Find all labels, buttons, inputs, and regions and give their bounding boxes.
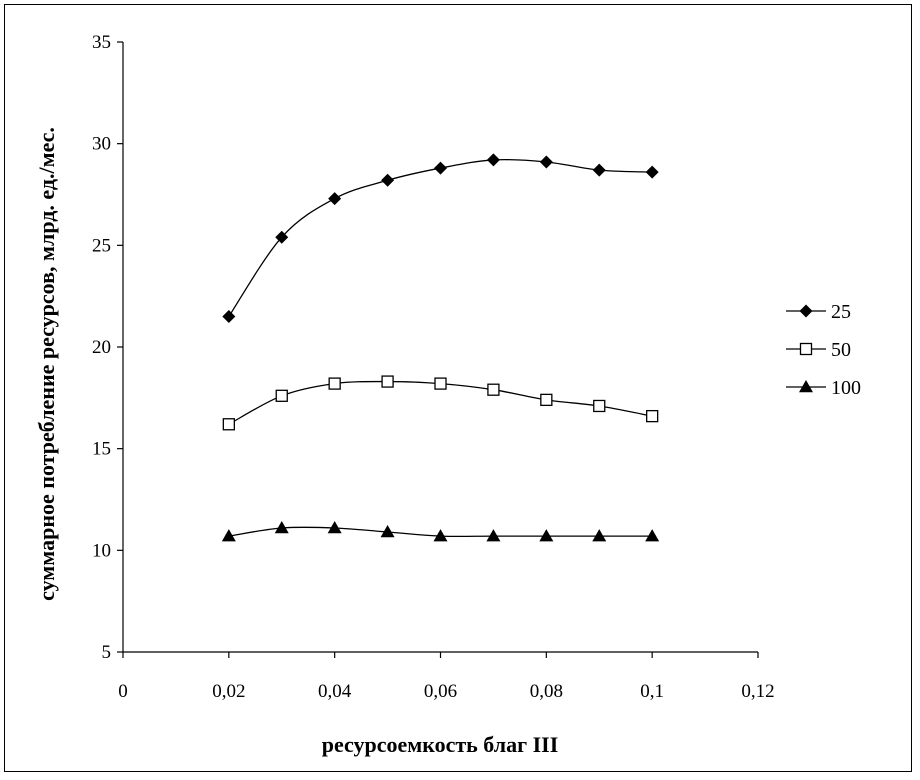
legend-label: 100 xyxy=(831,377,861,399)
data-point-50 xyxy=(646,409,659,423)
data-point-50 xyxy=(487,383,500,396)
data-point-50 xyxy=(328,377,341,390)
legend-marker xyxy=(799,304,813,318)
y-tick-label: 20 xyxy=(92,337,111,358)
legend-item-50: 50 xyxy=(786,339,851,361)
axes: 5 10 15 20 25 30 35 0 0,02 0,04 0,06 0,08 0,1 0,12 xyxy=(92,32,775,702)
legend-item-25: 25 xyxy=(786,301,851,323)
data-point-25 xyxy=(486,153,500,167)
legend-label: 50 xyxy=(831,339,851,361)
series-100 xyxy=(221,520,660,542)
y-tick-label: 30 xyxy=(92,134,111,155)
data-point-100 xyxy=(433,529,448,542)
legend-marker xyxy=(799,380,813,393)
y-tick-label: 10 xyxy=(92,540,111,561)
data-point-50 xyxy=(222,418,235,431)
data-point-100 xyxy=(221,529,236,542)
data-point-100 xyxy=(592,529,607,542)
chart-frame xyxy=(4,4,912,772)
data-point-50 xyxy=(381,375,394,388)
series-layer xyxy=(221,153,660,542)
legend-label: 25 xyxy=(831,301,851,323)
series-25 xyxy=(222,153,659,323)
data-point-100 xyxy=(327,520,342,534)
data-point-100 xyxy=(380,525,395,538)
x-axis-title: ресурсоемкость благ III xyxy=(322,732,559,757)
data-point-100 xyxy=(274,520,289,534)
data-point-25 xyxy=(222,310,236,323)
data-point-50 xyxy=(593,399,606,413)
data-point-100 xyxy=(645,529,660,542)
x-tick-label: 0,04 xyxy=(318,681,352,702)
data-point-25 xyxy=(645,165,659,179)
x-tick-label: 0,12 xyxy=(741,681,774,702)
data-point-25 xyxy=(592,163,606,177)
y-tick-label: 15 xyxy=(92,439,111,460)
legend: 25 50 100 xyxy=(786,301,861,399)
x-tick-label: 0,1 xyxy=(640,681,664,702)
x-tick-label: 0 xyxy=(118,681,128,702)
x-tick-label: 0,08 xyxy=(530,681,563,702)
data-point-50 xyxy=(434,377,447,390)
data-point-25 xyxy=(275,230,289,244)
legend-marker xyxy=(799,342,813,356)
y-tick-label: 25 xyxy=(92,235,111,256)
data-point-100 xyxy=(486,529,501,542)
series-line-25 xyxy=(228,158,653,317)
legend-item-100: 100 xyxy=(786,377,861,399)
data-point-50 xyxy=(540,393,553,407)
x-tick-label: 0,02 xyxy=(212,681,245,702)
data-point-25 xyxy=(539,155,553,169)
x-tick-label: 0,06 xyxy=(424,681,457,702)
data-point-25 xyxy=(328,192,342,206)
data-point-25 xyxy=(434,161,447,175)
data-point-50 xyxy=(275,389,288,402)
data-point-25 xyxy=(381,173,395,187)
series-50 xyxy=(222,375,659,431)
y-axis-title: суммарное потребление ресурсов, млрд. ед… xyxy=(34,127,59,601)
data-point-100 xyxy=(539,529,554,542)
y-tick-label: 5 xyxy=(102,642,112,663)
y-tick-label: 35 xyxy=(92,32,111,53)
